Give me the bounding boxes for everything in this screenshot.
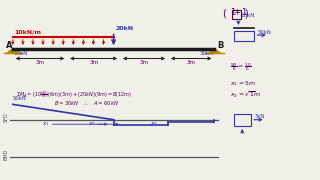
Text: $B=30kN \quad \therefore \quad A=60kN$: $B=30kN \quad \therefore \quad A=60kN$	[54, 99, 119, 107]
Text: +: +	[234, 8, 240, 17]
Text: 3kN: 3kN	[254, 114, 265, 119]
Text: 10kN: 10kN	[240, 13, 254, 18]
Text: 50kN: 50kN	[13, 51, 28, 56]
Text: (: (	[222, 8, 226, 18]
Text: A: A	[6, 41, 12, 50]
Text: 20kN: 20kN	[115, 26, 133, 31]
Text: $\Sigma M_A=(10\frac{kN}{m})(6m)(3m)+(20kN)(9m)=B(12m)$: $\Sigma M_A=(10\frac{kN}{m})(6m)(3m)+(20…	[16, 89, 132, 100]
Text: SFD: SFD	[3, 112, 8, 122]
Text: 1: 1	[230, 8, 235, 17]
Text: 3m: 3m	[36, 60, 44, 65]
Text: 10kN/m: 10kN/m	[14, 30, 41, 35]
Bar	[234, 31, 254, 40]
Text: B: B	[217, 41, 223, 50]
Text: $x_1$: $x_1$	[42, 120, 49, 128]
Bar	[234, 114, 251, 126]
Text: 1: 1	[241, 8, 246, 17]
Text: 50kN: 50kN	[13, 96, 27, 101]
Text: $x_1=5m$: $x_1=5m$	[230, 79, 256, 88]
Text: 30kN: 30kN	[199, 51, 214, 56]
Text: $x_0$: $x_0$	[88, 120, 96, 128]
Text: 50kN: 50kN	[258, 30, 271, 35]
Text: ): )	[244, 8, 248, 18]
Polygon shape	[7, 49, 19, 53]
Text: 3m: 3m	[89, 60, 98, 65]
Polygon shape	[209, 49, 220, 53]
Text: 3m: 3m	[187, 60, 196, 65]
Text: BMD: BMD	[3, 148, 8, 160]
Text: $\frac{5B}{6}=\frac{10}{6}$: $\frac{5B}{6}=\frac{10}{6}$	[230, 61, 252, 73]
Text: 3m: 3m	[140, 60, 148, 65]
Text: $x_2=\sqrt{1}m$: $x_2=\sqrt{1}m$	[230, 90, 262, 100]
Text: $x_0$: $x_0$	[150, 120, 158, 128]
